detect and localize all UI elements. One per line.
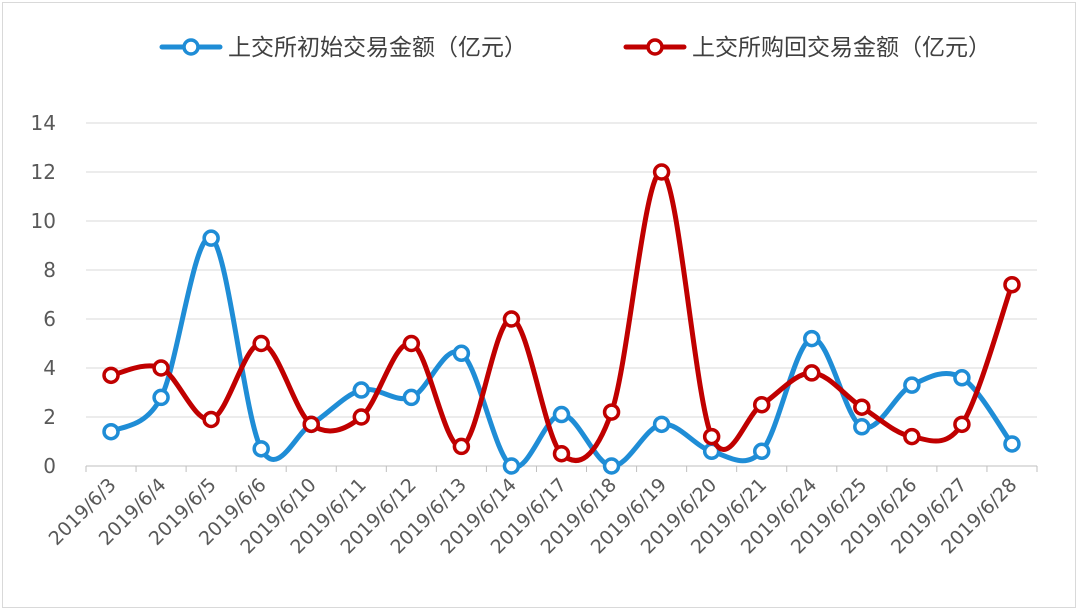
data-point — [602, 403, 621, 421]
data-point — [602, 457, 621, 475]
y-tick-label: 8 — [43, 258, 56, 282]
data-point — [1003, 435, 1021, 453]
legend-item-0: 上交所初始交易金额（亿元） — [159, 35, 527, 61]
y-tick-label: 12 — [31, 160, 56, 184]
data-point — [502, 310, 521, 328]
data-point — [752, 442, 771, 461]
y-tick-label: 4 — [43, 356, 56, 380]
data-point — [402, 334, 421, 353]
data-point — [803, 364, 821, 382]
x-axis-tick-labels: 2019/6/32019/6/42019/6/52019/6/62019/6/1… — [45, 474, 1022, 558]
data-point — [202, 229, 220, 247]
data-point — [752, 396, 771, 414]
data-point — [552, 405, 571, 424]
data-point — [352, 381, 371, 399]
data-point — [853, 418, 871, 436]
data-point — [202, 410, 220, 429]
legend-swatch-marker — [646, 38, 664, 56]
y-tick-label: 6 — [43, 307, 56, 331]
data-point — [803, 329, 821, 348]
data-point — [102, 366, 120, 385]
data-point — [252, 334, 270, 353]
data-point — [152, 388, 170, 407]
data-point — [302, 415, 320, 434]
data-point — [102, 422, 120, 441]
series-lines — [102, 163, 1021, 475]
data-point — [903, 376, 921, 394]
series-1 — [102, 163, 1021, 463]
data-point — [252, 440, 270, 458]
data-point — [652, 415, 671, 434]
legend: 上交所初始交易金额（亿元） 上交所购回交易金额（亿元） — [159, 35, 991, 61]
series-0 — [102, 229, 1021, 475]
data-point — [953, 415, 971, 434]
data-point — [1003, 275, 1021, 294]
y-tick-label: 2 — [43, 405, 56, 429]
data-point — [702, 427, 721, 446]
data-point — [552, 445, 571, 463]
y-tick-label: 10 — [31, 209, 56, 233]
legend-label: 上交所购回交易金额（亿元） — [692, 35, 991, 61]
data-point — [502, 457, 521, 475]
series-line-0 — [108, 235, 1015, 470]
y-axis-tick-labels: 0 2 4 6 8 10 12 14 — [31, 111, 56, 478]
series-line-1 — [108, 169, 1015, 463]
legend-swatch-marker — [182, 38, 200, 56]
legend-label: 上交所初始交易金额（亿元） — [228, 35, 527, 61]
data-point — [853, 398, 871, 416]
data-point — [152, 359, 170, 377]
data-point — [652, 163, 671, 181]
data-point — [953, 369, 971, 387]
y-tick-label: 0 — [43, 454, 56, 478]
data-point — [402, 388, 421, 407]
data-point — [452, 344, 471, 363]
x-axis-ticks — [85, 466, 1038, 472]
data-point — [352, 408, 371, 426]
legend-item-1: 上交所购回交易金额（亿元） — [623, 35, 991, 61]
data-point — [903, 427, 921, 446]
y-tick-label: 14 — [31, 111, 56, 135]
data-point — [452, 437, 471, 456]
